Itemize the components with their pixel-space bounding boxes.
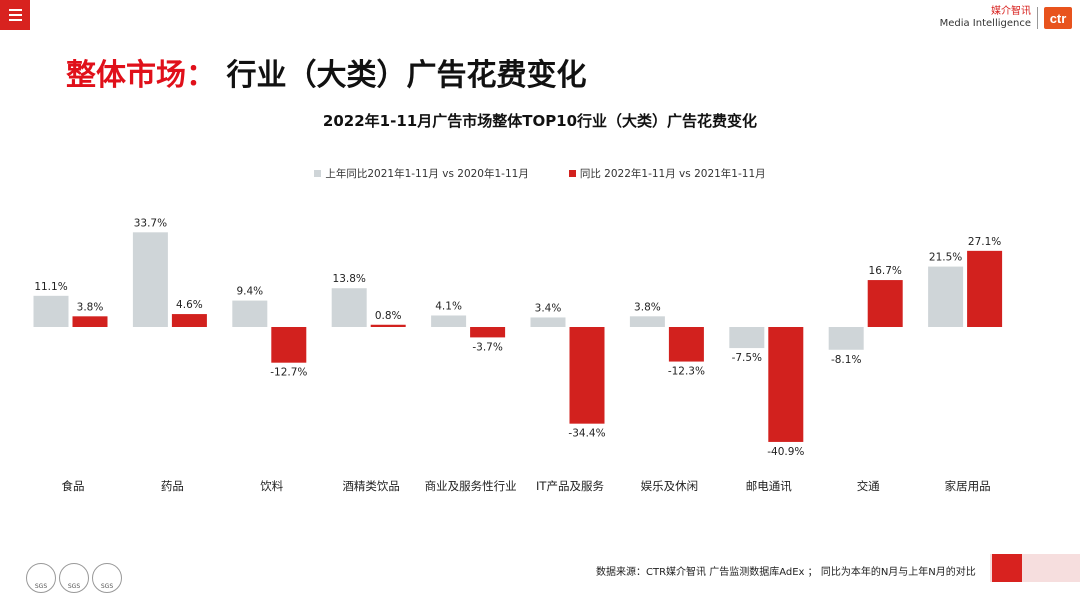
page-title: 整体市场： 行业（大类）广告花费变化 <box>66 50 586 94</box>
data-label: 33.7% <box>134 217 167 229</box>
data-source-note: 数据来源：CTR媒介智讯 广告监测数据库AdEx ； 同比为本年的N月与上年N月… <box>596 567 976 578</box>
category-label: 酒精类饮品 <box>342 479 400 493</box>
bar-prev <box>132 232 168 327</box>
menu-line <box>8 19 22 21</box>
legend-swatch-curr <box>568 170 576 177</box>
page-title-prefix: 整体市场： <box>66 58 216 93</box>
brand-block: 媒介智讯 Media Intelligence ctr <box>940 6 1072 30</box>
category-label: 商业及服务性行业 <box>425 479 517 493</box>
data-label: 11.1% <box>34 281 67 293</box>
bar-curr <box>867 280 903 327</box>
certification-badges: SGS SGS SGS <box>26 563 122 593</box>
sgs-badge-icon: SGS <box>92 563 122 593</box>
bar-curr <box>668 327 704 362</box>
bar-prev <box>629 316 665 327</box>
data-label: 3.4% <box>535 302 562 314</box>
bar-curr <box>171 314 207 327</box>
ctr-logo: ctr <box>1044 7 1072 29</box>
bar-prev <box>828 327 864 350</box>
data-label: 3.8% <box>634 301 661 313</box>
data-label: -7.5% <box>732 352 762 364</box>
bar-curr <box>470 327 506 338</box>
data-label: 9.4% <box>236 286 263 298</box>
menu-button[interactable] <box>0 0 30 30</box>
bar-prev <box>33 295 69 327</box>
data-label: 3.8% <box>77 301 104 313</box>
bar-curr <box>967 250 1003 327</box>
chart-title: 2022年1-11月广告市场整体TOP10行业（大类）广告花费变化 <box>322 112 758 130</box>
bar-prev <box>530 317 566 327</box>
data-label: 16.7% <box>869 265 902 277</box>
footer-accent <box>992 554 1022 582</box>
category-label: 食品 <box>62 479 85 493</box>
legend-label-curr: 同比 2022年1-11月 vs 2021年1-11月 <box>579 168 766 180</box>
bar-prev <box>232 300 268 327</box>
category-label: IT产品及服务 <box>536 479 604 493</box>
bar-prev <box>431 315 467 327</box>
sgs-badge-icon: SGS <box>59 563 89 593</box>
menu-line <box>8 9 22 11</box>
bar-prev <box>331 288 367 327</box>
legend-swatch-prev <box>314 170 322 177</box>
bar-curr <box>569 327 605 424</box>
legend-item-prev: 上年同比2021年1-11月 vs 2020年1-11月 <box>314 166 529 181</box>
data-label: 4.1% <box>435 300 462 312</box>
data-label: 21.5% <box>929 252 962 264</box>
data-label: -3.7% <box>472 341 502 353</box>
data-label: -12.7% <box>270 367 307 379</box>
data-label: 13.8% <box>333 273 366 285</box>
bar-curr <box>72 316 108 327</box>
sgs-badge-icon: SGS <box>26 563 56 593</box>
bar-curr <box>271 327 307 363</box>
category-label: 交通 <box>857 479 880 493</box>
legend-item-curr: 同比 2022年1-11月 vs 2021年1-11月 <box>568 166 766 181</box>
data-label: -40.9% <box>767 446 804 458</box>
brand-divider <box>1037 7 1038 29</box>
brand-name-en: Media Intelligence <box>939 18 1031 29</box>
menu-line <box>8 14 22 16</box>
category-label: 饮料 <box>260 479 283 493</box>
category-label: 药品 <box>161 479 184 493</box>
bar-curr <box>370 324 406 327</box>
data-label: -8.1% <box>831 354 861 366</box>
category-label: 娱乐及休闲 <box>641 479 699 493</box>
category-label: 家居用品 <box>945 479 991 493</box>
data-label: 27.1% <box>968 236 1001 248</box>
category-label: 邮电通讯 <box>746 479 792 493</box>
bar-curr <box>768 327 804 442</box>
chart-legend: 上年同比2021年1-11月 vs 2020年1-11月 同比 2022年1-1… <box>0 166 1080 181</box>
bar-prev <box>729 327 765 349</box>
data-label: 4.6% <box>176 299 203 311</box>
page-title-main: 行业（大类）广告花费变化 <box>226 58 587 93</box>
bar-prev <box>928 266 964 327</box>
data-label: -34.4% <box>568 428 605 440</box>
data-label: 0.8% <box>375 310 402 322</box>
brand-name-cn: 媒介智讯 <box>991 6 1031 17</box>
data-label: -12.3% <box>668 366 705 378</box>
brand-text: 媒介智讯 Media Intelligence <box>940 6 1031 30</box>
legend-label-prev: 上年同比2021年1-11月 vs 2020年1-11月 <box>325 168 529 180</box>
